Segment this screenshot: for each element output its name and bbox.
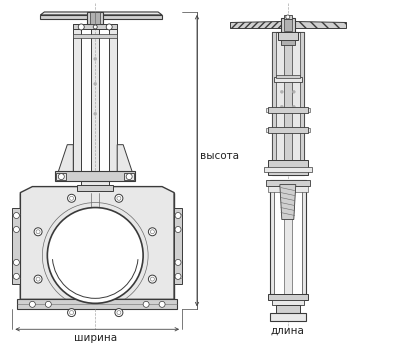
Circle shape: [14, 227, 19, 233]
Circle shape: [68, 309, 76, 317]
Circle shape: [175, 260, 181, 265]
Polygon shape: [117, 145, 133, 175]
Bar: [284, 180, 292, 294]
Polygon shape: [20, 186, 174, 299]
Bar: [81, 181, 109, 193]
Circle shape: [34, 228, 42, 236]
Bar: [268, 160, 308, 175]
Bar: [55, 171, 135, 181]
Bar: [77, 185, 113, 191]
Circle shape: [159, 301, 165, 307]
Polygon shape: [57, 145, 73, 175]
Circle shape: [148, 228, 156, 236]
Bar: [281, 40, 295, 45]
Bar: [270, 180, 306, 294]
Text: ширина: ширина: [74, 333, 117, 343]
Circle shape: [29, 301, 35, 307]
Polygon shape: [280, 185, 296, 219]
Bar: [270, 313, 306, 321]
Circle shape: [45, 301, 51, 307]
Circle shape: [126, 174, 132, 180]
Circle shape: [68, 194, 76, 202]
Circle shape: [292, 90, 295, 93]
Bar: [284, 19, 292, 31]
Circle shape: [292, 105, 295, 108]
Circle shape: [148, 275, 156, 283]
Circle shape: [94, 57, 97, 60]
Circle shape: [78, 24, 84, 30]
Bar: [73, 34, 117, 38]
Circle shape: [175, 227, 181, 233]
Bar: [268, 127, 308, 133]
Bar: [278, 32, 298, 40]
Text: высота: высота: [200, 151, 239, 161]
Bar: [174, 208, 182, 284]
Circle shape: [106, 24, 112, 30]
Circle shape: [175, 273, 181, 279]
Bar: [20, 193, 174, 299]
Circle shape: [115, 309, 123, 317]
Bar: [272, 32, 276, 175]
Circle shape: [14, 273, 19, 279]
Circle shape: [14, 212, 19, 219]
Bar: [268, 294, 308, 300]
Bar: [266, 108, 310, 112]
Circle shape: [115, 194, 123, 202]
Bar: [264, 167, 312, 172]
Bar: [274, 77, 302, 82]
Circle shape: [47, 208, 143, 303]
Circle shape: [280, 105, 283, 108]
Circle shape: [58, 174, 64, 180]
Circle shape: [175, 212, 181, 219]
Bar: [268, 107, 308, 113]
Bar: [18, 299, 177, 309]
Bar: [276, 75, 300, 78]
Bar: [272, 32, 304, 175]
Bar: [272, 300, 304, 305]
Bar: [284, 15, 292, 19]
Bar: [266, 128, 310, 132]
Bar: [91, 24, 99, 175]
Bar: [40, 15, 162, 19]
Circle shape: [280, 90, 283, 93]
Circle shape: [34, 275, 42, 283]
Circle shape: [286, 15, 290, 19]
Bar: [87, 12, 103, 24]
Bar: [56, 173, 66, 180]
Bar: [73, 24, 117, 29]
Bar: [268, 185, 308, 192]
Bar: [12, 208, 20, 284]
Circle shape: [94, 82, 97, 85]
Bar: [124, 173, 134, 180]
Bar: [284, 32, 292, 175]
Bar: [73, 24, 81, 175]
Bar: [276, 305, 300, 313]
Circle shape: [143, 301, 149, 307]
Bar: [90, 12, 100, 24]
Bar: [300, 32, 304, 175]
Polygon shape: [40, 12, 162, 15]
Polygon shape: [230, 21, 281, 28]
Circle shape: [94, 112, 97, 115]
Circle shape: [93, 25, 97, 29]
Text: длина: длина: [271, 325, 305, 335]
Bar: [109, 24, 117, 175]
Bar: [274, 180, 302, 294]
Bar: [266, 180, 310, 185]
Polygon shape: [295, 21, 346, 28]
Circle shape: [14, 260, 19, 265]
Bar: [281, 18, 295, 32]
